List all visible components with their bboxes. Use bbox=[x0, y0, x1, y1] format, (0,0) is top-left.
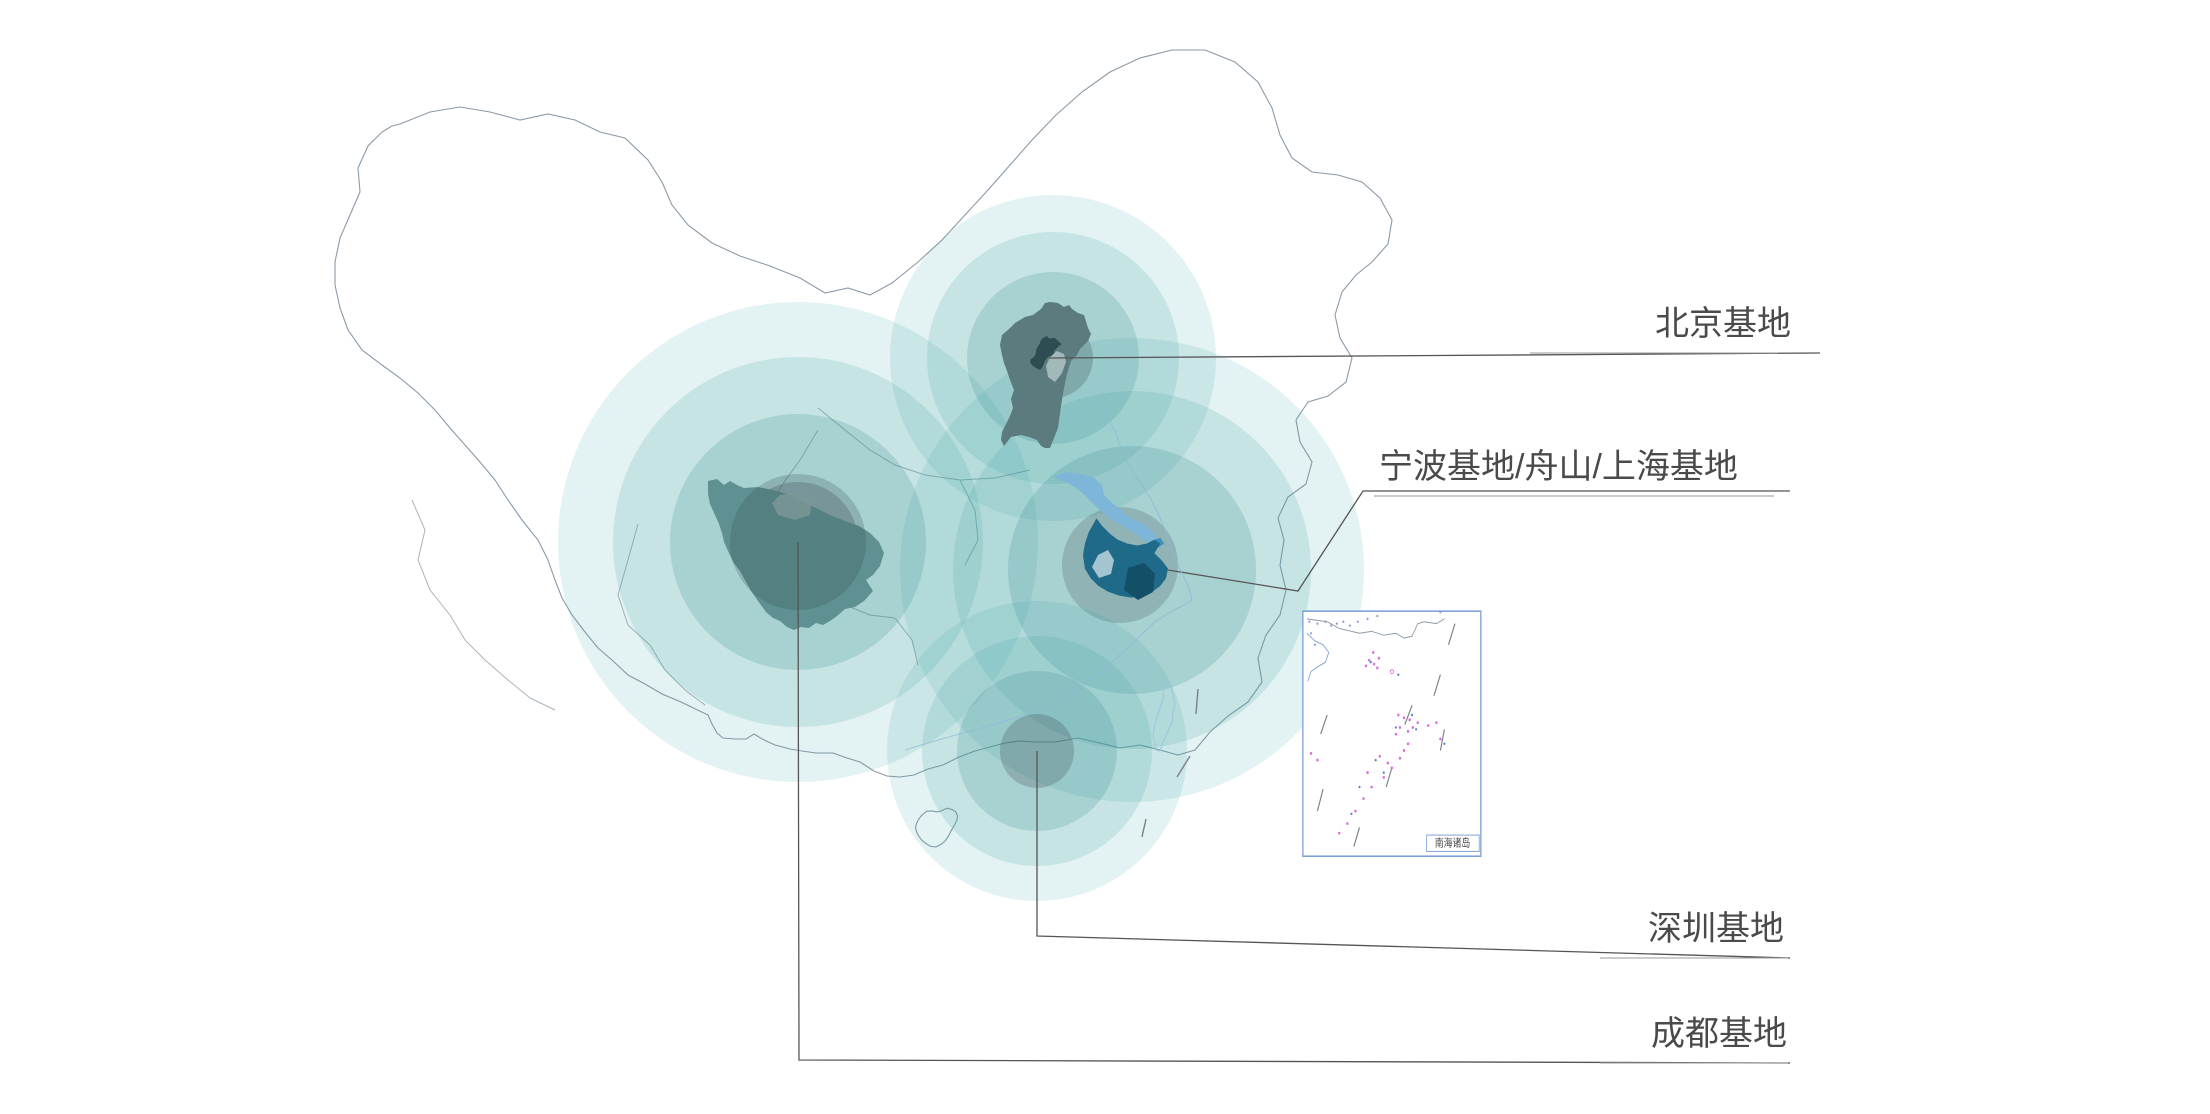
svg-text:深圳基地: 深圳基地 bbox=[1648, 910, 1784, 948]
svg-text:宁波基地/舟山/上海基地: 宁波基地/舟山/上海基地 bbox=[1379, 448, 1738, 486]
svg-text:南海诸岛: 南海诸岛 bbox=[1435, 836, 1471, 850]
svg-text:北京基地: 北京基地 bbox=[1655, 305, 1791, 343]
svg-text:成都基地: 成都基地 bbox=[1651, 1015, 1787, 1053]
